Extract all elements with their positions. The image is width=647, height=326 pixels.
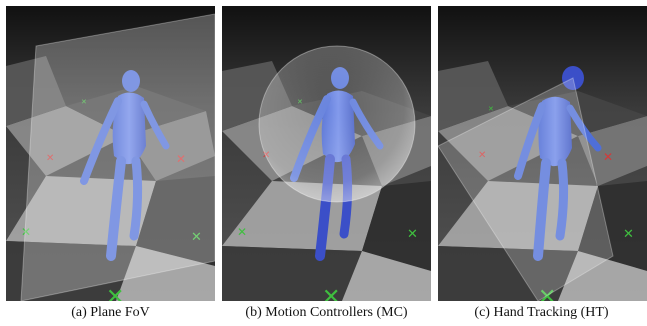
render-hand-tracking: ✕ ✕ ✕ ✕ ✕: [438, 6, 647, 301]
render-plane-fov: ✕ ✕ ✕ ✕ ✕ ✕: [6, 6, 215, 301]
svg-text:✕: ✕: [237, 225, 247, 239]
humanoid-figure: [80, 70, 170, 261]
svg-text:✕: ✕: [21, 225, 31, 239]
humanoid-figure: [514, 66, 602, 261]
panel-hand-tracking: ✕ ✕ ✕ ✕ ✕: [438, 6, 647, 301]
svg-text:✕: ✕: [603, 150, 613, 164]
svg-text:✕: ✕: [623, 227, 634, 242]
caption-hand-tracking: (c) Hand Tracking (HT): [474, 305, 609, 320]
caption-plane-fov: (a) Plane FoV: [71, 305, 150, 320]
fov-plane-overlay: [20, 13, 215, 301]
svg-text:✕: ✕: [106, 285, 124, 301]
svg-text:✕: ✕: [488, 105, 494, 113]
svg-text:✕: ✕: [407, 227, 418, 242]
panel-plane-fov: ✕ ✕ ✕ ✕ ✕ ✕: [6, 6, 215, 301]
svg-text:✕: ✕: [81, 98, 87, 106]
svg-text:✕: ✕: [538, 285, 556, 301]
svg-text:✕: ✕: [478, 150, 486, 161]
sphere-overlay: [258, 45, 416, 203]
svg-text:✕: ✕: [191, 230, 202, 245]
cone-overlay: [438, 77, 614, 301]
floor-markers: ✕ ✕ ✕ ✕ ✕: [478, 105, 634, 301]
floor-markers: ✕ ✕ ✕ ✕ ✕ ✕: [21, 98, 202, 301]
checker-floor: [6, 56, 215, 301]
svg-text:✕: ✕: [176, 152, 186, 166]
svg-text:✕: ✕: [322, 285, 340, 301]
checker-floor: [438, 61, 647, 301]
render-motion-controllers: ✕ ✕ ✕ ✕ ✕: [222, 6, 431, 301]
caption-motion-controllers: (b) Motion Controllers (MC): [245, 305, 408, 320]
panel-motion-controllers: ✕ ✕ ✕ ✕ ✕: [222, 6, 431, 301]
svg-text:✕: ✕: [46, 153, 54, 164]
